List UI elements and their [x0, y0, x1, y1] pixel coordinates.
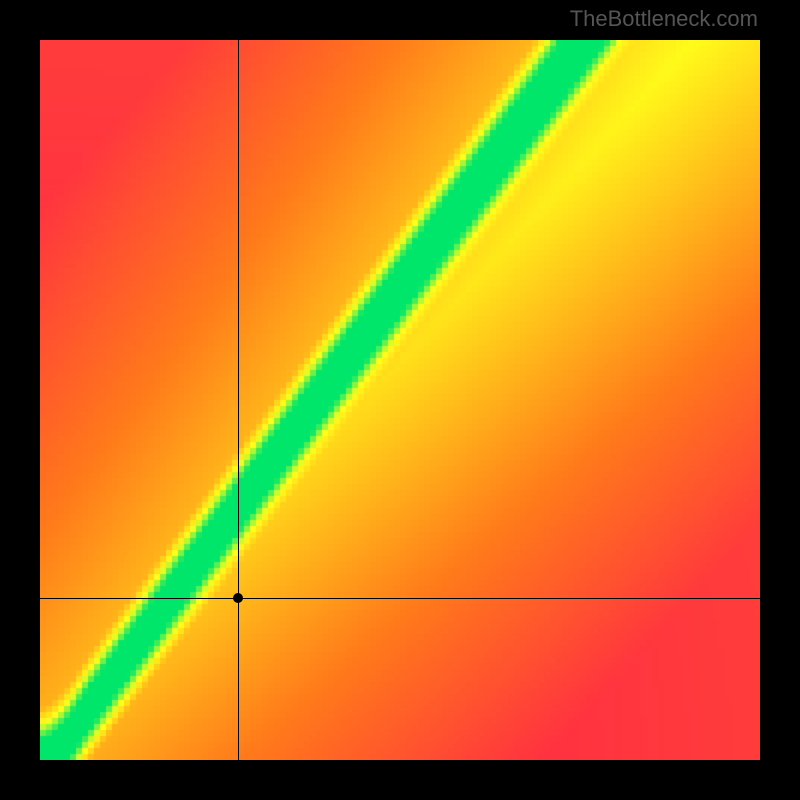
heatmap-chart — [40, 40, 760, 760]
crosshair-vertical — [238, 40, 239, 760]
watermark-text: TheBottleneck.com — [570, 6, 758, 32]
marker-dot — [233, 593, 243, 603]
crosshair-horizontal — [40, 598, 760, 599]
heatmap-canvas — [40, 40, 760, 760]
